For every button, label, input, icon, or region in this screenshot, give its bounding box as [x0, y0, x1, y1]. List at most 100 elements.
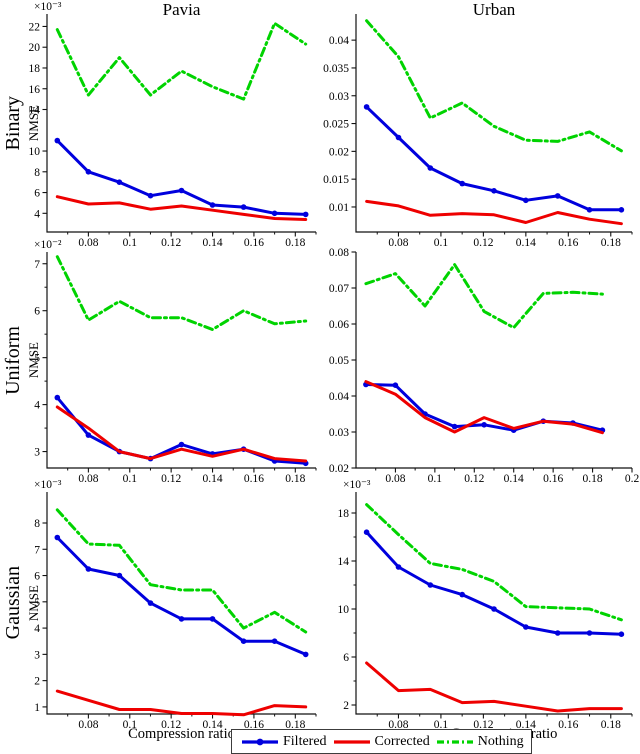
binary-urban-filtered-marker	[586, 207, 593, 213]
uniform-urban-filtered-marker	[481, 422, 487, 428]
axis-spines	[355, 252, 632, 469]
y-tick-label: 5	[34, 597, 40, 609]
gaussian-pavia-filtered-marker	[240, 638, 247, 644]
gaussian-pavia-filtered-marker	[85, 566, 92, 572]
gaussian-urban-filtered-marker	[554, 630, 561, 636]
y-tick-label: 18	[338, 508, 350, 520]
filtered-line-swatch	[239, 736, 281, 748]
gaussian-pavia-filtered-marker	[209, 616, 216, 622]
x-tick-label: 0.2	[625, 473, 640, 485]
nothing-line-swatch	[434, 736, 476, 748]
binary-pavia-filtered-marker	[271, 210, 278, 217]
y-tick-label: 3	[34, 649, 40, 661]
binary-pavia-filtered-marker	[116, 179, 123, 185]
filtered-legend-marker	[256, 738, 264, 745]
x-tick-label: 0.1	[428, 473, 443, 485]
gaussian-pavia-filtered-marker	[302, 651, 309, 658]
binary-urban-filtered-marker	[554, 193, 561, 199]
axis-spines	[46, 252, 316, 469]
y-tick-label: 14	[29, 105, 41, 117]
x-tick-label: 0.12	[161, 237, 181, 249]
y-tick-label: 7	[34, 544, 40, 556]
y-tick-label: 0.015	[323, 174, 349, 186]
x-tick-label: 0.1	[434, 719, 449, 731]
legend-label-corrected: Corrected	[374, 733, 430, 749]
binary-pavia-corrected-line	[55, 195, 308, 221]
legend-item-filtered: Filtered	[239, 734, 327, 749]
chart-uniform-pavia: 3 4 5 6 7 0.08 0.1 0.12 0.14 0.16 0.18 ×10⁻²	[34, 239, 317, 485]
y-axis-exponent: ×10⁻²	[34, 239, 62, 251]
column-title-urban: Urban	[472, 0, 516, 19]
y-tick-label: 18	[29, 63, 41, 75]
y-tick-label: 0.08	[329, 247, 349, 259]
legend-label-nothing: Nothing	[477, 733, 524, 749]
y-tick-label: 0.04	[329, 35, 349, 47]
y-tick-label: 4	[34, 623, 40, 635]
x-tick-label: 0.14	[516, 237, 536, 249]
y-tick-label: 0.04	[329, 391, 349, 403]
x-tick-label: 0.14	[504, 473, 524, 485]
x-tick-label: 0.12	[161, 719, 181, 731]
axis-spines	[46, 14, 316, 233]
gaussian-pavia-filtered-marker	[271, 638, 278, 644]
gaussian-urban-filtered-marker	[459, 591, 466, 598]
binary-pavia-filtered-marker	[178, 187, 185, 194]
x-tick-label: 0.16	[244, 719, 264, 731]
x-tick-label: 0.14	[516, 719, 536, 731]
x-tick-label: 0.14	[202, 473, 222, 485]
x-tick-label: 0.18	[583, 473, 603, 485]
uniform-urban-corrected-line	[364, 380, 604, 435]
y-axis-exponent: ×10⁻³	[34, 1, 62, 13]
x-tick-label: 0.14	[202, 719, 222, 731]
x-tick-label: 0.12	[473, 719, 493, 731]
binary-pavia-filtered-marker	[54, 137, 61, 144]
uniform-urban-filtered-marker	[392, 382, 399, 389]
y-tick-label: 8	[34, 167, 40, 179]
y-tick-label: 2	[343, 700, 349, 712]
uniform-pavia-filtered-marker	[85, 432, 92, 438]
x-tick-label: 0.18	[601, 719, 621, 731]
gaussian-urban-filtered-marker	[363, 529, 370, 535]
binary-urban-filtered-marker	[395, 134, 402, 141]
binary-pavia-filtered-marker	[209, 202, 216, 208]
x-tick-label: 0.12	[161, 473, 181, 485]
y-tick-label: 2	[34, 676, 40, 688]
uniform-pavia-nothing-line	[55, 255, 308, 331]
x-axis-label-left: Compression ratio	[128, 726, 235, 742]
gaussian-pavia-filtered-marker	[54, 534, 61, 541]
y-tick-label: 5	[34, 353, 40, 365]
binary-urban-nothing-line	[365, 19, 623, 153]
y-tick-label: 0.02	[329, 146, 349, 158]
gaussian-urban-corrected-line	[365, 661, 623, 713]
x-tick-label: 0.08	[385, 473, 405, 485]
y-tick-label: 6	[34, 571, 40, 583]
gaussian-urban-filtered-marker	[618, 631, 625, 637]
y-tick-label: 0.03	[329, 427, 349, 439]
uniform-pavia-filtered-marker	[178, 441, 185, 448]
chart-binary-pavia: 4 6 8 10 14 16 18 20 22 0.08 0.1 0.12 0.14 0.16 0.18 ×1…	[29, 1, 317, 249]
y-tick-label: 10	[29, 146, 41, 158]
y-tick-label: 1	[34, 702, 40, 714]
uniform-pavia-corrected-line	[55, 405, 308, 463]
y-tick-label: 14	[338, 556, 350, 568]
axis-spines	[355, 14, 632, 233]
chart-gaussian-urban: 2 6 10 14 18 0.08 0.1 0.12 0.14 0.16 0.18 ×10⁻³	[338, 479, 633, 731]
x-tick-label: 0.08	[78, 237, 98, 249]
gaussian-urban-nothing-line	[365, 503, 623, 622]
y-tick-label: 0.035	[323, 63, 349, 75]
column-title-pavia: Pavia	[162, 0, 201, 19]
y-tick-label: 4	[34, 400, 40, 412]
gaussian-pavia-filtered-marker	[178, 616, 185, 622]
y-tick-label: 20	[29, 42, 41, 54]
y-tick-label: 7	[34, 259, 40, 271]
y-tick-label: 10	[338, 604, 350, 616]
binary-pavia-filtered-marker	[147, 192, 154, 199]
chart-gaussian-pavia: 1 2 3 4 5 6 7 8 0.08 0.1 0.12 0.14 0.16 0.18 ×10⁻³	[34, 479, 317, 731]
y-tick-label: 0.05	[329, 355, 349, 367]
x-tick-label: 0.1	[123, 473, 138, 485]
axis-spines	[46, 492, 316, 715]
x-tick-label: 0.08	[78, 719, 98, 731]
x-tick-label: 0.12	[464, 473, 484, 485]
